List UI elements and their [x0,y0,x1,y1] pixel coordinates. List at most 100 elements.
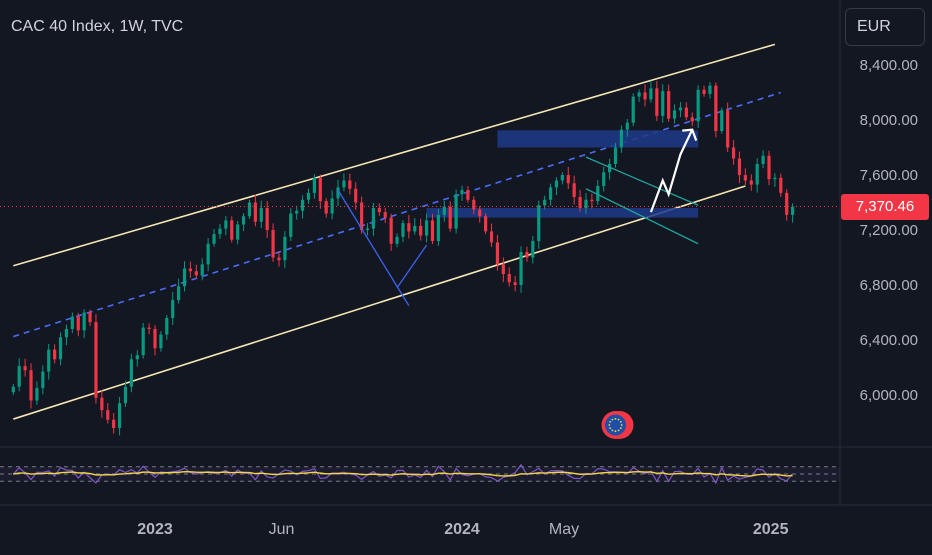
price-tick-label: 8,000.00 [860,112,918,129]
candle-body [253,202,257,222]
candle-body [655,88,659,116]
eu-star [609,427,612,429]
candle-body [283,236,287,261]
candle-body [76,316,80,331]
candle-body [726,110,730,148]
time-tick-label: 2025 [753,521,789,538]
candle-body [572,183,576,197]
candle-body [714,85,718,131]
candle-body [484,216,488,232]
projection-path [649,129,694,213]
candle-body [678,107,683,111]
candle-body [773,177,777,180]
price-tick-label: 7,600.00 [860,167,918,184]
candle-body [767,155,771,180]
eu-star [614,430,617,433]
candle-body [667,91,671,119]
grid-lines [0,0,932,506]
candle-body [64,329,69,338]
candle-body [590,199,594,202]
candle-body [330,198,334,214]
eu-star [614,417,617,420]
candle-body [424,220,429,236]
candle-body [265,208,269,230]
candle-body [17,366,21,387]
candle-body [566,175,570,184]
candle-body [395,236,399,244]
candle-body [141,327,145,356]
trend-channel [13,43,782,420]
candle-body [672,110,677,119]
candle-body [165,318,169,335]
candle-body [348,180,352,189]
candle-body [731,147,736,159]
candle-body [230,220,234,240]
candle-body [47,349,51,372]
candle-body [584,199,588,208]
candle-body [135,355,139,360]
candle-body [177,286,181,301]
supply-demand-zones [426,130,699,218]
candle-body [318,177,322,202]
time-tick-label: 2024 [444,521,480,538]
candle-body [495,242,500,265]
candle-body [371,208,376,229]
candle-body [543,199,547,206]
eu-star [619,421,622,423]
candle-body [300,199,305,211]
wedge-lower-line [585,188,699,245]
candle-body [70,316,74,329]
candle-body [430,220,435,241]
time-tick-label: 2023 [137,521,173,538]
candle-body [306,192,311,200]
candle-body [100,397,104,411]
price-tick-label: 6,400.00 [860,332,918,349]
time-axis: 2023 Jun 2024 May 2025 [137,521,788,538]
candle-body [607,164,612,173]
candle-body [578,197,582,208]
candles [11,80,795,436]
chart-title: CAC 40 Index, 1W, TVC [11,18,184,35]
candle-body [478,209,482,217]
candle-body [448,206,452,229]
candle-body [596,186,600,202]
candle-body [613,147,618,164]
candle-body [129,359,133,387]
candle-body [200,264,204,276]
candle-body [295,210,299,214]
candle-body [690,117,694,122]
candle-body [684,107,688,118]
candle-body [779,177,783,193]
channel-lower-line [13,185,746,420]
pattern-line-b [396,244,428,289]
price-zone [497,130,699,148]
candle-body [354,188,358,203]
candle-body [53,349,57,360]
candle-body [224,220,228,229]
candle-body [413,225,417,232]
candle-body [755,164,759,185]
candle-body [259,208,263,222]
eu-star [608,424,611,426]
candle-body [117,403,122,428]
falling-wedge-pattern [337,156,699,306]
candle-body [407,223,411,232]
price-tick-label: 7,200.00 [860,222,918,239]
candle-body [241,216,246,225]
candle-body [531,241,535,258]
candle-body [312,177,317,193]
candle-body [519,252,523,285]
candle-body [560,175,564,181]
candle-body [383,212,387,218]
currency-selector[interactable]: EUR [845,8,925,46]
candle-body [472,199,476,210]
candle-body [743,175,747,181]
candle-body [23,366,27,371]
eu-star [620,424,623,426]
candle-body [696,89,700,122]
eu-star [609,421,612,423]
candle-body [649,88,653,100]
candle-body [159,334,163,349]
